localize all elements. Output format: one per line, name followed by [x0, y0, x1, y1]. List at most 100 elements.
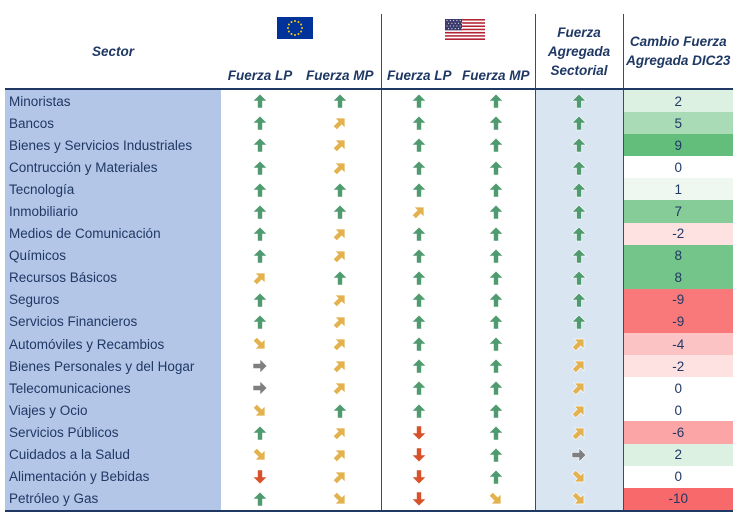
green-up-arrow-icon [252, 204, 268, 220]
orange-diagonal-up-arrow-icon [332, 118, 345, 131]
us-star [449, 20, 451, 22]
green-up-arrow-icon [411, 270, 427, 286]
green-up-arrow-icon [488, 182, 504, 197]
green-up-arrow-icon [488, 403, 504, 418]
orange-diagonal-up-arrow-icon [332, 339, 345, 352]
sector-name: Contrucción y Materiales [5, 156, 221, 179]
green-up-arrow-icon [411, 358, 427, 374]
eu-lp-cell [221, 178, 299, 200]
eu-mp-cell [299, 465, 382, 488]
table-row: Servicios Públicos -6 [5, 421, 733, 444]
grey-right-arrow-icon [252, 380, 268, 397]
eu-star [287, 23, 290, 26]
us-lp-cell [381, 178, 457, 200]
orange-diagonal-up-arrow-icon [332, 162, 345, 175]
aggregate-cell [535, 222, 624, 245]
us-stripe [445, 30, 485, 32]
us-stripe [445, 23, 485, 26]
orange-diagonal-down-arrow-icon [332, 491, 345, 505]
table-row: Petróleo y Gas -10 [5, 487, 733, 512]
header-sector: Sector [5, 14, 221, 90]
us-lp-cell [381, 134, 457, 156]
eu-lp-cell [221, 355, 299, 377]
eu-star [294, 34, 296, 36]
us-stripe [445, 19, 485, 21]
change-value: 0 [623, 399, 733, 422]
orange-diagonal-up-arrow-icon [332, 316, 345, 330]
us-lp-cell [381, 156, 457, 178]
table-row: Tecnología 1 [5, 178, 733, 201]
eu-lp-cell [221, 89, 299, 112]
us-mp-cell [457, 266, 536, 289]
eu-star [287, 27, 289, 29]
grey-right-arrow-icon [571, 447, 587, 463]
header-us-lp: Fuerza LP [386, 68, 452, 83]
sector-name: Minoristas [5, 89, 221, 113]
eu-mp-cell [299, 399, 382, 422]
eu-star [297, 33, 300, 36]
orange-diagonal-down-arrow-icon [488, 491, 501, 505]
table-row: Bancos 5 [5, 112, 733, 135]
us-stripe [445, 33, 485, 36]
green-up-arrow-icon [488, 93, 504, 109]
orange-diagonal-down-arrow-icon [252, 403, 266, 416]
sector-name: Viajes y Ocio [5, 399, 221, 422]
us-mp-cell [457, 443, 536, 466]
aggregate-cell [535, 288, 624, 311]
sector-name: Servicios Públicos [5, 421, 221, 444]
orange-diagonal-down-arrow-icon [571, 469, 585, 483]
orange-diagonal-up-arrow-icon [332, 449, 345, 462]
eu-star [297, 20, 300, 23]
change-value: -6 [623, 421, 733, 444]
us-star [457, 28, 460, 30]
sector-name: Telecomunicaciones [5, 377, 221, 400]
eu-mp-cell [299, 288, 382, 311]
sector-name: Petróleo y Gas [5, 487, 221, 512]
eu-star [294, 20, 296, 22]
us-mp-cell [457, 465, 536, 488]
green-up-arrow-icon [571, 160, 587, 175]
eu-mp-cell [299, 244, 382, 267]
green-up-arrow-icon [252, 491, 268, 507]
us-lp-cell [381, 355, 457, 377]
us-lp-cell [381, 223, 457, 245]
us-star [451, 28, 453, 30]
green-up-arrow-icon [571, 138, 587, 153]
eu-lp-cell [221, 377, 299, 399]
green-up-arrow-icon [411, 381, 427, 396]
us-lp-cell [381, 245, 457, 267]
us-stripe [445, 22, 485, 24]
green-up-arrow-icon [252, 248, 268, 264]
us-star [451, 22, 453, 24]
green-up-arrow-icon [488, 314, 504, 330]
us-lp-cell [381, 466, 457, 488]
eu-mp-cell [299, 377, 382, 400]
eu-lp-cell [221, 245, 299, 267]
green-up-arrow-icon [488, 292, 504, 308]
table-row: Minoristas 2 [5, 89, 733, 113]
us-mp-cell [457, 178, 536, 201]
green-up-arrow-icon [571, 115, 587, 131]
aggregate-cell [535, 355, 624, 378]
us-star [454, 22, 456, 24]
green-up-arrow-icon [571, 292, 587, 308]
green-up-arrow-icon [571, 314, 587, 330]
eu-mp-cell [299, 222, 382, 245]
us-stripe [445, 27, 485, 29]
green-up-arrow-icon [411, 292, 427, 308]
sector-name: Alimentación y Bebidas [5, 465, 221, 488]
green-up-arrow-icon [332, 270, 348, 286]
orange-diagonal-up-arrow-icon [332, 383, 345, 396]
eu-mp-cell [299, 310, 382, 334]
change-value: 2 [623, 89, 733, 113]
red-down-arrow-icon [252, 469, 268, 485]
eu-lp-cell [221, 311, 299, 333]
orange-diagonal-up-arrow-icon [332, 228, 345, 241]
change-value: -2 [623, 355, 733, 378]
eu-lp-cell [221, 134, 299, 156]
us-star [454, 28, 456, 30]
eu-star [287, 30, 290, 33]
green-up-arrow-icon [571, 182, 587, 197]
sector-name: Inmobiliario [5, 200, 221, 223]
